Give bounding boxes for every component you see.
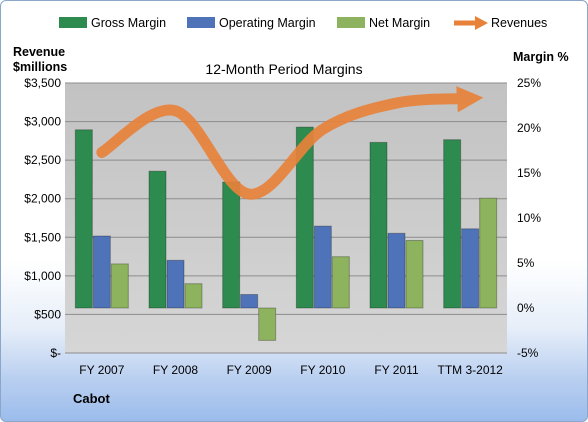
left-axis-title-line2: $millions	[13, 60, 67, 74]
right-tick-label: 0%	[517, 301, 535, 315]
x-axis: FY 2007 FY 2008 FY 2009 FY 2010 FY 2011 TTM 3…	[79, 363, 503, 377]
left-tick-label: $2,500	[24, 153, 61, 167]
left-axis: $- $500 $1,000 $1,500 $2,000 $2,500 $3,000 $3,5…	[24, 76, 61, 360]
bars	[74, 126, 498, 341]
bar-operating-margin-ttm-3-2012	[461, 228, 480, 309]
legend-swatch-operating-margin	[187, 17, 215, 28]
bar-operating-margin-fy-2010	[313, 225, 332, 309]
bar-net-margin-fy-2007	[110, 263, 129, 309]
x-tick-label: FY 2011	[374, 363, 419, 377]
chart-title: 12-Month Period Margins	[205, 61, 362, 77]
legend-label-operating-margin: Operating Margin	[219, 16, 316, 30]
bar-net-margin-fy-2010	[331, 256, 350, 309]
bar-net-margin-fy-2009	[258, 307, 277, 341]
bar-operating-margin-fy-2011	[387, 232, 406, 309]
legend-arrowhead-revenues	[475, 16, 488, 30]
left-tick-label: $1,000	[24, 269, 61, 283]
right-tick-label: 15%	[517, 166, 541, 180]
legend-item-operating-margin: Operating Margin	[187, 16, 316, 30]
legend-label-gross-margin: Gross Margin	[91, 16, 166, 30]
bar-operating-margin-fy-2008	[166, 259, 185, 309]
legend-label-revenues: Revenues	[491, 16, 547, 30]
bar-net-margin-fy-2008	[184, 283, 203, 309]
right-tick-label: 25%	[517, 76, 541, 90]
bar-operating-margin-fy-2007	[92, 235, 111, 309]
left-tick-label: $500	[34, 307, 61, 321]
company-label: Cabot	[73, 391, 111, 406]
right-axis: -5% 0% 5% 10% 15% 20% 25%	[517, 76, 541, 360]
x-tick-label: TTM 3-2012	[437, 363, 503, 377]
bar-operating-margin-fy-2009	[240, 294, 259, 309]
right-axis-title: Margin %	[513, 50, 569, 64]
revenue-series	[96, 86, 484, 200]
bar-gross-margin-ttm-3-2012	[443, 139, 462, 309]
legend-item-revenues: Revenues	[454, 16, 547, 30]
bar-gross-margin-fy-2009	[222, 181, 241, 309]
legend-item-net-margin: Net Margin	[337, 16, 430, 30]
left-axis-title-line1: Revenue	[13, 45, 65, 59]
legend-label-net-margin: Net Margin	[369, 16, 430, 30]
x-tick-label: FY 2008	[153, 363, 198, 377]
bar-gross-margin-fy-2008	[148, 170, 167, 309]
x-tick-label: FY 2007	[79, 363, 124, 377]
left-tick-label: $2,000	[24, 192, 61, 206]
x-tick-label: FY 2009	[227, 363, 272, 377]
bar-net-margin-ttm-3-2012	[479, 197, 498, 309]
left-tick-label: $-	[50, 346, 61, 360]
right-tick-label: 5%	[517, 256, 535, 270]
revenue-line	[96, 86, 484, 200]
left-tick-label: $3,500	[24, 76, 61, 90]
right-tick-label: -5%	[517, 346, 539, 360]
right-tick-label: 20%	[517, 121, 541, 135]
bar-gross-margin-fy-2007	[74, 129, 93, 309]
bar-gross-margin-fy-2011	[369, 141, 388, 309]
legend-swatch-gross-margin	[59, 17, 87, 28]
left-tick-label: $1,500	[24, 230, 61, 244]
legend-swatch-net-margin	[337, 17, 365, 28]
left-tick-label: $3,000	[24, 115, 61, 129]
x-tick-label: FY 2010	[300, 363, 345, 377]
bar-net-margin-fy-2011	[405, 240, 424, 309]
right-tick-label: 10%	[517, 211, 541, 225]
bar-gross-margin-fy-2010	[295, 126, 314, 309]
legend: Gross Margin Operating Margin Net Margin…	[59, 16, 547, 30]
legend-item-gross-margin: Gross Margin	[59, 16, 166, 30]
